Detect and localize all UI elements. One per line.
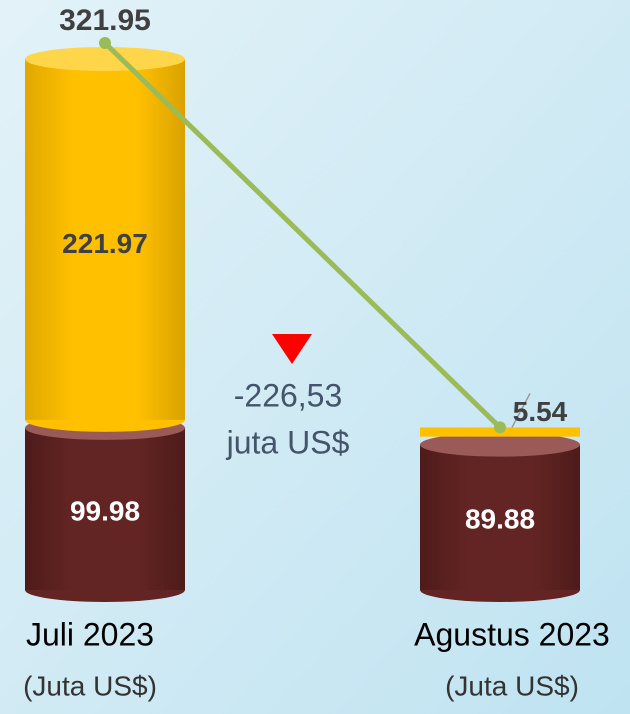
segment-label: 99.98 (70, 495, 140, 526)
cylinder-segment (25, 427, 185, 590)
cylinder-top (25, 47, 185, 71)
x-tick-unit: (Juta US$) (23, 670, 157, 701)
total-line (103, 41, 502, 430)
cylinder-top (420, 432, 580, 457)
leader-line (511, 393, 531, 428)
cylinder-segment (25, 59, 185, 420)
segment-label: 5.54 (513, 396, 568, 427)
total-label: 321.95 (59, 4, 151, 37)
total-marker (99, 37, 111, 49)
total-marker (494, 421, 506, 434)
x-tick-unit: (Juta US$) (445, 670, 579, 701)
x-tick-label: Agustus 2023 (414, 616, 610, 652)
x-tick-label: Juli 2023 (26, 616, 154, 652)
decrease-arrow (272, 334, 312, 364)
segment-label: 221.97 (62, 228, 148, 259)
cylinder-segment (420, 444, 580, 590)
segment-label: 89.88 (465, 504, 535, 535)
annotation: -226,53 (234, 377, 343, 413)
annotation: juta US$ (226, 424, 350, 460)
